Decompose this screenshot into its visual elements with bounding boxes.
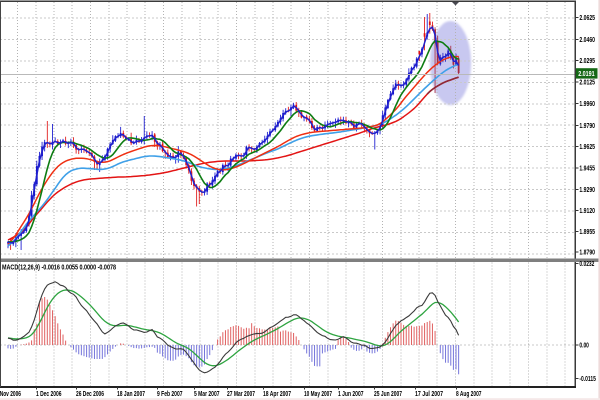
svg-text:1.9625: 1.9625 [579,142,595,151]
svg-text:1.8790: 1.8790 [579,248,595,257]
svg-text:2.0625: 2.0625 [579,13,595,22]
svg-text:18 Jan 2007: 18 Jan 2007 [117,389,145,398]
svg-text:18 Apr 2007: 18 Apr 2007 [263,389,291,398]
svg-text:2.0125: 2.0125 [579,78,595,87]
svg-text:2.0191: 2.0191 [578,69,595,78]
svg-text:25 Jun 2007: 25 Jun 2007 [374,389,402,398]
svg-text:1.9455: 1.9455 [579,164,595,173]
svg-text:-0.0115: -0.0115 [579,374,596,383]
svg-text:27 Mar 2007: 27 Mar 2007 [227,389,255,398]
svg-text:1.8955: 1.8955 [579,227,595,236]
svg-text:0.00: 0.00 [579,341,589,350]
svg-text:1 Dec 2006: 1 Dec 2006 [36,389,62,398]
svg-text:9 Feb 2007: 9 Feb 2007 [157,389,183,398]
svg-text:1.9960: 1.9960 [579,99,595,108]
svg-text:2.0295: 2.0295 [579,56,595,65]
svg-text:1.9290: 1.9290 [579,185,595,194]
svg-text:8 Aug 2007: 8 Aug 2007 [456,389,482,398]
svg-text:2.0460: 2.0460 [579,35,595,44]
svg-text:MACD(12,26,9) -0.0016 0.0055 0: MACD(12,26,9) -0.0016 0.0055 0.0000 -0.0… [2,262,116,271]
svg-text:10 May 2007: 10 May 2007 [304,389,332,398]
svg-text:10 Nov 2006: 10 Nov 2006 [0,389,21,398]
svg-text:1 Jun 2007: 1 Jun 2007 [338,389,364,398]
svg-text:1.9120: 1.9120 [579,206,595,215]
svg-text:5 Mar 2007: 5 Mar 2007 [194,389,220,398]
svg-text:1.9790: 1.9790 [579,121,595,130]
svg-text:17 Jul 2007: 17 Jul 2007 [415,389,443,398]
svg-text:26 Dec 2006: 26 Dec 2006 [76,389,104,398]
svg-text:0.0232: 0.0232 [579,259,594,268]
